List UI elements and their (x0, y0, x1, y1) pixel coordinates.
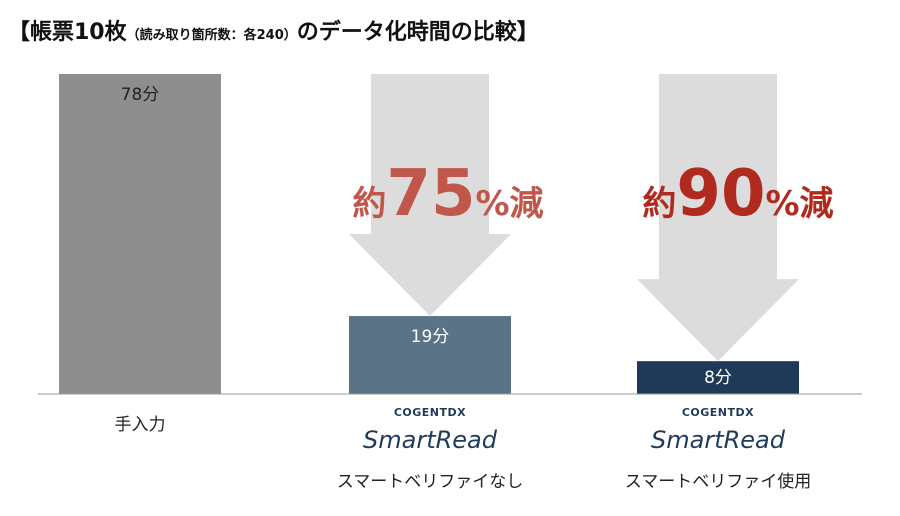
bar-2 (349, 316, 511, 394)
title-suffix: のデータ化時間の比較】 (296, 20, 539, 45)
brand-logo-main-2: SmartRead (651, 426, 786, 454)
category-label-2: スマートベリファイなし (337, 472, 524, 492)
reduction-arrow-2 (637, 74, 799, 362)
category-label-1: 手入力 (115, 415, 166, 435)
chart-title: 【帳票10枚（読み取り箇所数：各240）のデータ化時間の比較】 (8, 14, 539, 46)
reduction-arrow-1 (349, 74, 511, 317)
brand-logo-top-2: COGENTDX (682, 406, 754, 419)
brand-logo-top-1: COGENTDX (394, 406, 466, 419)
bar-value-label-1: 78分 (121, 85, 160, 105)
reduction-prefix-2: 約 (642, 184, 676, 224)
reduction-label-1: 約75%減 (352, 157, 543, 231)
reduction-suffix-1: %減 (475, 184, 543, 224)
title-note: （読み取り箇所数：各240） (126, 28, 297, 43)
bar-3 (637, 361, 799, 394)
reduction-number-1: 75 (386, 157, 475, 231)
reduction-label-2: 約90%減 (642, 157, 833, 231)
reduction-prefix-1: 約 (352, 184, 386, 224)
reduction-suffix-2: %減 (765, 184, 833, 224)
category-label-3: スマートベリファイ使用 (625, 471, 812, 492)
title-prefix: 【帳票10枚 (8, 20, 127, 45)
bar-value-label-3: 8分 (704, 368, 732, 388)
reduction-number-2: 90 (676, 157, 765, 231)
bar-value-label-2: 19分 (411, 327, 450, 347)
bar-1 (59, 74, 221, 394)
brand-logo-main-1: SmartRead (363, 426, 498, 454)
